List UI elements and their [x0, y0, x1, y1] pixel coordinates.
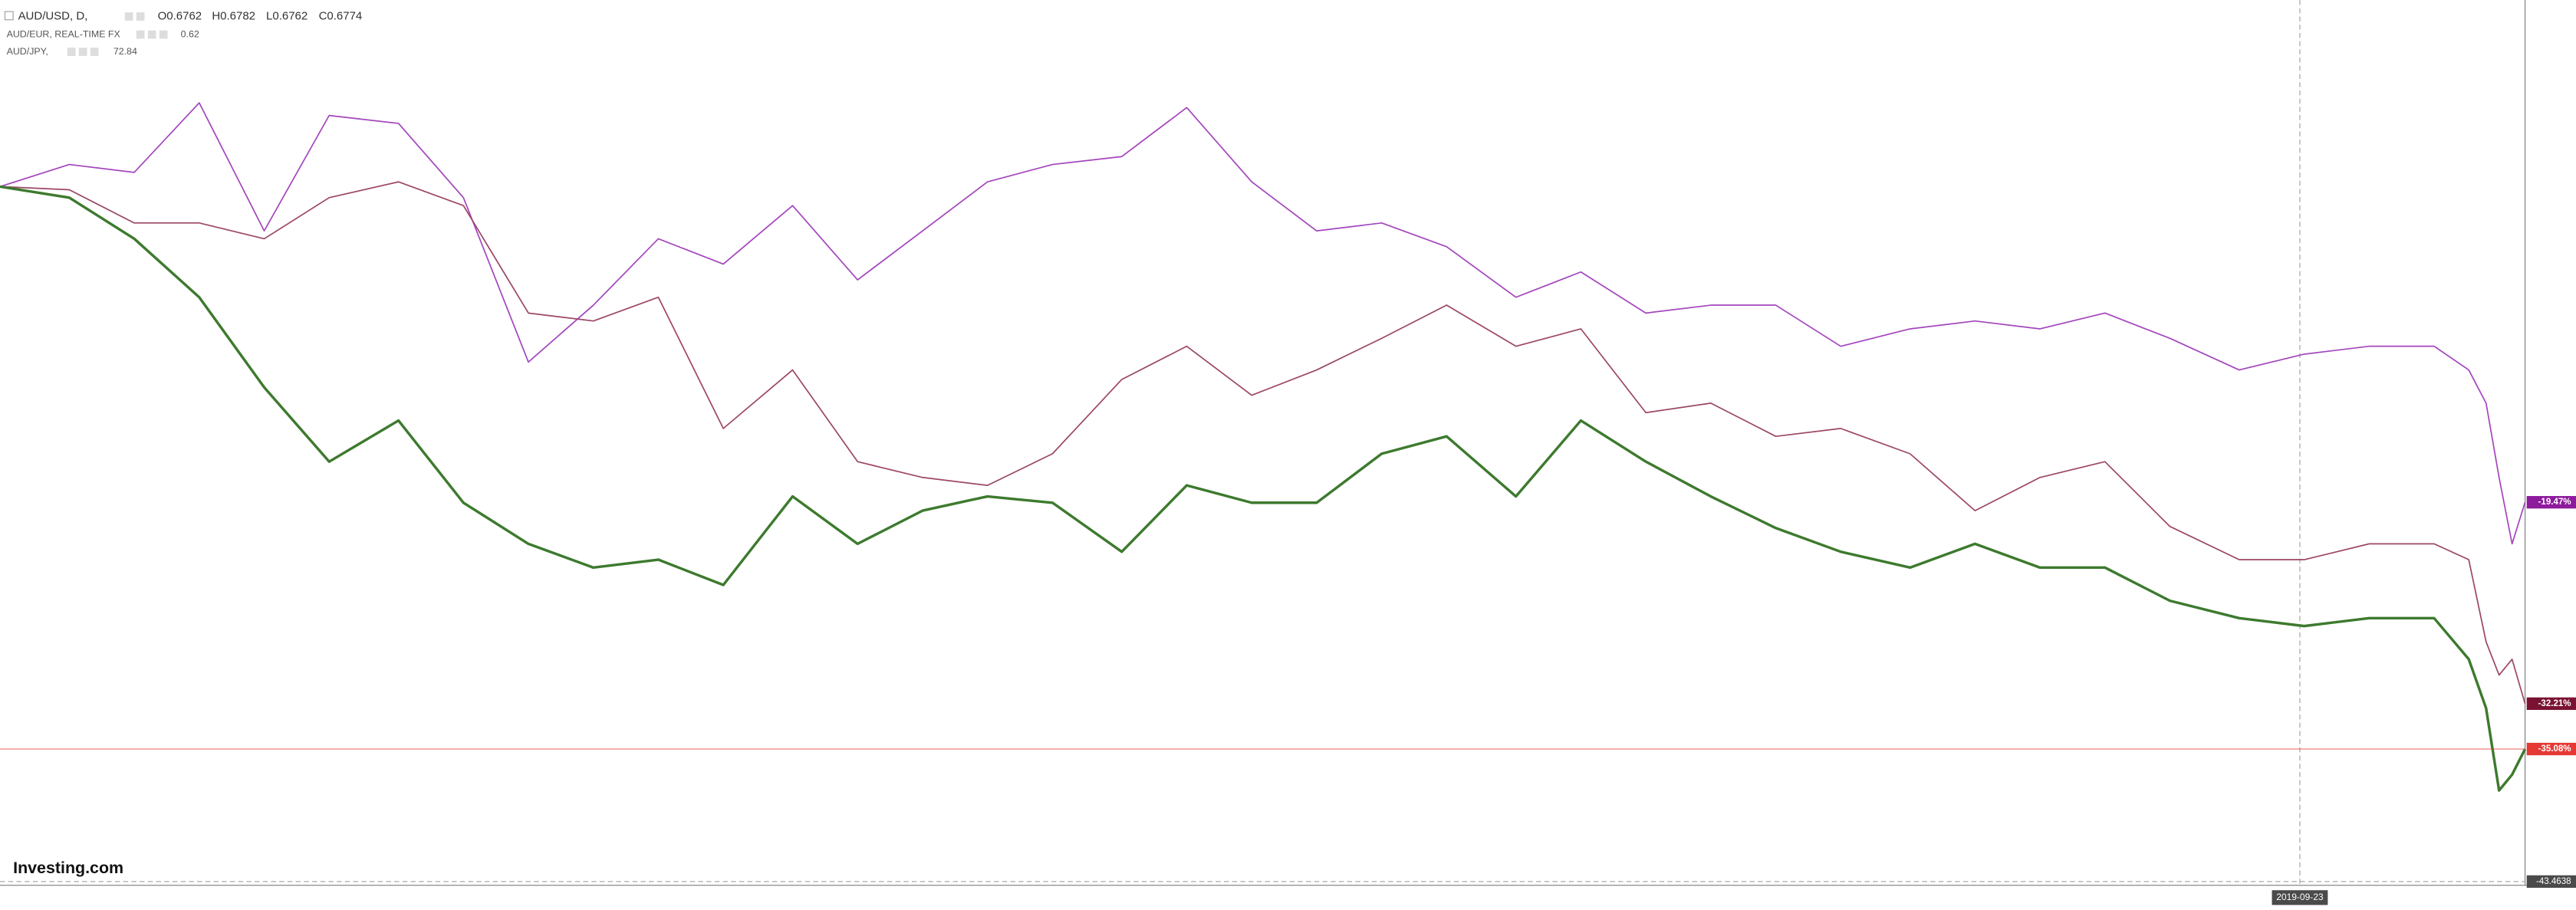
icon[interactable]: [136, 30, 145, 39]
icon[interactable]: [147, 30, 156, 39]
legend-value: 0.62: [181, 28, 199, 39]
axes: -35.08% -19.47% -32.21% 2019-09-23 -43.4638: [2272, 496, 2576, 905]
icon[interactable]: [124, 12, 133, 21]
icon[interactable]: [67, 48, 76, 56]
legend-label: AUD/EUR, REAL-TIME FX: [7, 28, 121, 39]
crosshair-y-label: -43.4638: [2536, 877, 2571, 886]
crosshair-x-label: 2019-09-23: [2276, 892, 2324, 902]
legend-label: AUD/JPY,: [7, 46, 48, 57]
series-line: [0, 185, 2527, 792]
brand-logo: Investing.com: [13, 859, 123, 877]
plot: [0, 102, 2527, 792]
legend-value: 72.84: [114, 46, 137, 57]
ohlc-open: O0.6762: [158, 9, 202, 22]
grid: [0, 0, 2525, 885]
end-label: -32.21%: [2538, 699, 2571, 708]
end-label-bg: [2526, 496, 2576, 509]
icon[interactable]: [78, 48, 87, 56]
series-line: [0, 102, 2526, 545]
end-label-bg: [2526, 697, 2576, 710]
crosshair-x-label-bg: [2272, 890, 2328, 905]
end-label: -19.47%: [2538, 498, 2571, 507]
collapse-icon[interactable]: [4, 11, 14, 21]
series-line: [0, 181, 2526, 705]
icon[interactable]: [159, 30, 168, 39]
crosshair-y-label-bg: [2526, 875, 2576, 889]
ohlc-low: L0.6762: [266, 9, 308, 22]
ohlc-close: C0.6774: [319, 9, 363, 22]
end-label-bg: [2526, 742, 2576, 756]
main-symbol: AUD/USD, D,: [18, 9, 88, 22]
ohlc-high: H0.6782: [212, 9, 255, 22]
icon[interactable]: [136, 12, 145, 21]
end-label: -35.08%: [2538, 744, 2571, 754]
legend: AUD/USD, D, O0.6762 H0.6782 L0.6762 C0.6…: [4, 9, 363, 57]
icon[interactable]: [90, 48, 99, 56]
